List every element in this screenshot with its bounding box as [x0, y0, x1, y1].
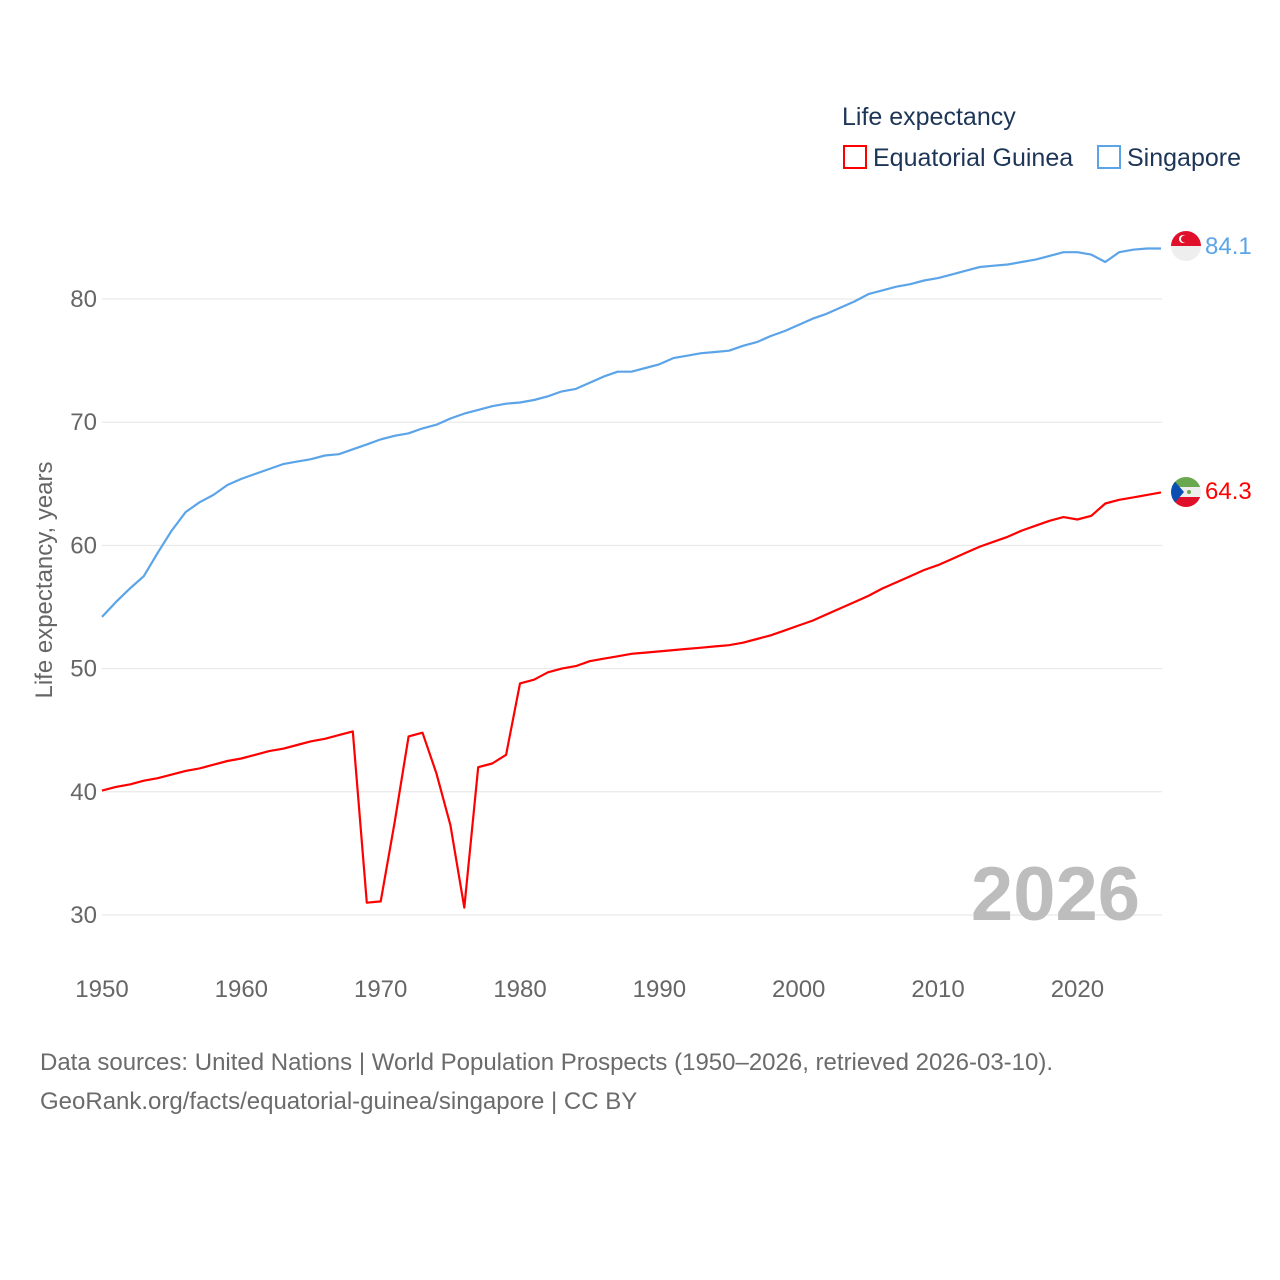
y-tick-label: 80 [70, 286, 97, 313]
x-tick-label: 2000 [772, 976, 825, 1003]
legend-title: Life expectancy [842, 103, 1016, 131]
x-tick-label: 1950 [75, 976, 128, 1003]
x-tick-label: 2010 [911, 976, 964, 1003]
x-tick-label: 1960 [215, 976, 268, 1003]
source-link[interactable]: GeoRank.org/facts/equatorial-guinea/sing… [40, 1088, 638, 1115]
x-tick-label: 1980 [493, 976, 546, 1003]
y-tick-label: 50 [70, 656, 97, 683]
singapore-flag-icon [1171, 231, 1201, 261]
singapore-end-value: 84.1 [1205, 233, 1252, 260]
y-tick-label: 70 [70, 409, 97, 436]
equatorial-guinea-flag-icon [1171, 477, 1201, 507]
equatorial-guinea-end-value: 64.3 [1205, 478, 1252, 505]
source-note: Data sources: United Nations | World Pop… [40, 1043, 1053, 1121]
source-line-1: Data sources: United Nations | World Pop… [40, 1049, 1054, 1076]
y-tick-label: 30 [70, 902, 97, 929]
y-axis-label: Life expectancy, years [31, 461, 58, 698]
y-tick-label: 60 [70, 532, 97, 559]
series-line-equatorial-guinea[interactable] [101, 491, 1162, 909]
y-tick-label: 40 [70, 779, 97, 806]
legend-swatch-singapore[interactable] [1097, 145, 1121, 169]
legend-swatch-equatorial-guinea[interactable] [843, 145, 867, 169]
year-watermark: 2026 [971, 852, 1140, 937]
legend-label-equatorial-guinea[interactable]: Equatorial Guinea [873, 144, 1073, 172]
series-line-singapore[interactable] [101, 247, 1161, 618]
x-tick-label: 1970 [354, 976, 407, 1003]
legend-label-singapore[interactable]: Singapore [1127, 144, 1241, 172]
x-tick-label: 2020 [1051, 976, 1104, 1003]
x-tick-label: 1990 [633, 976, 686, 1003]
